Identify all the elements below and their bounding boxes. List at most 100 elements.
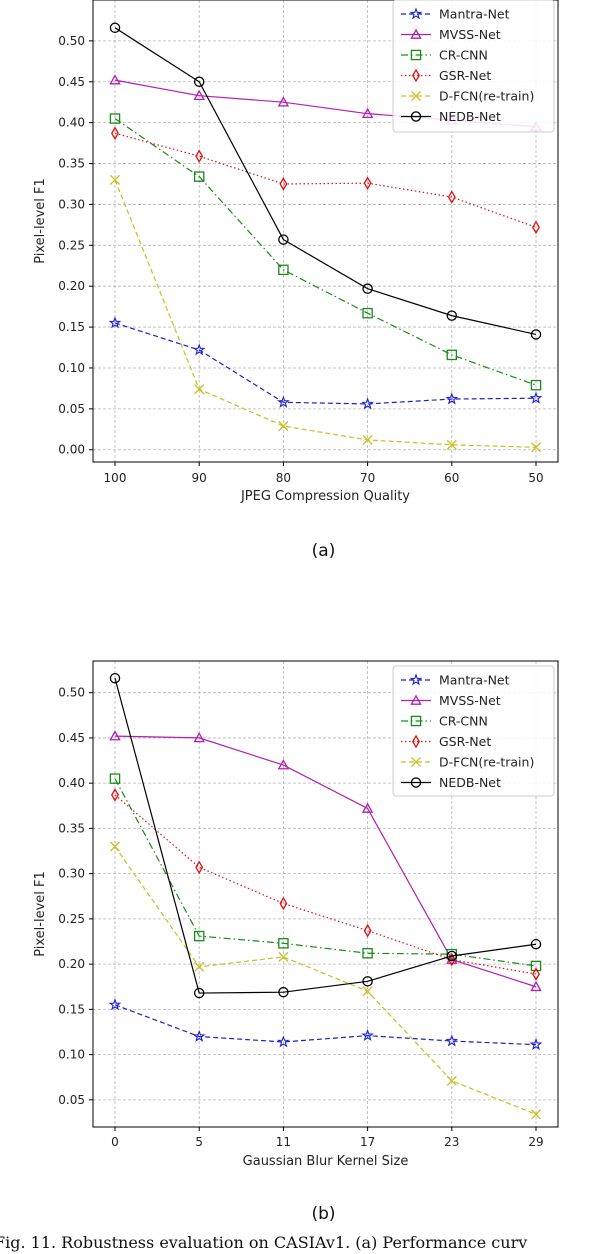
legend-marker (409, 7, 423, 20)
data-point (530, 938, 542, 950)
legend: Mantra-Net MVSS-Net CR-CNN GSR-Net D-FCN(re-… (392, 0, 555, 133)
data-point (111, 126, 119, 141)
legend-entry: GSR-Net (401, 68, 491, 83)
data-point (193, 171, 205, 182)
data-point (194, 961, 205, 972)
legend-entry: NEDB-Net (401, 109, 501, 124)
series-line (114, 179, 537, 448)
data-point (278, 234, 289, 245)
data-point (446, 310, 458, 321)
x-tick-label: 60 (444, 471, 459, 485)
y-tick-label: 0.15 (58, 320, 85, 334)
data-point (111, 788, 119, 802)
legend-entry: MVSS-Net (401, 27, 501, 42)
data-point (530, 1109, 542, 1120)
series-mantra-net (108, 998, 543, 1051)
data-point (530, 329, 542, 340)
x-tick-label: 5 (195, 1135, 203, 1149)
figure-caption: Fig. 11. Robustness evaluation on CASIAv… (0, 1233, 527, 1252)
data-point (362, 283, 373, 294)
series-line (114, 794, 537, 975)
x-tick-label: 29 (528, 1135, 543, 1149)
data-point (278, 938, 289, 949)
data-point (279, 177, 288, 191)
data-point (278, 420, 289, 432)
x-tick-label: 50 (528, 471, 543, 485)
subcaption: (a) (312, 541, 336, 561)
data-point (278, 951, 289, 962)
legend-label: MVSS-Net (439, 27, 501, 42)
data-point (109, 773, 121, 784)
legend-label: CR-CNN (439, 714, 488, 729)
data-point (195, 860, 204, 875)
x-tick-label: 100 (104, 471, 127, 485)
y-tick-label: 0.25 (58, 238, 85, 252)
legend-label: D-FCN(re-train) (439, 89, 534, 104)
data-point (361, 1028, 374, 1042)
legend-marker (410, 90, 422, 102)
data-point (530, 442, 542, 453)
data-point (362, 434, 373, 445)
chart-gaussian-blur: 0.05 0.10 0.15 0.20 0.25 0.30 0.35 0.40 0.45 0.50… (33, 660, 559, 1224)
data-point (361, 397, 374, 410)
data-point (109, 113, 121, 124)
data-point (363, 176, 372, 190)
data-point (532, 220, 540, 235)
y-tick-label: 0.20 (58, 957, 85, 971)
legend-entry: CR-CNN (401, 714, 488, 729)
data-point (529, 1037, 543, 1051)
data-point (109, 730, 121, 741)
y-axis-title: Pixel-level F1 (33, 178, 48, 264)
series-nedb-net (109, 672, 542, 999)
data-point (109, 22, 121, 34)
legend-entry: GSR-Net (401, 734, 491, 749)
legend-entry: D-FCN(re-train) (401, 89, 534, 104)
y-tick-label: 0.00 (58, 443, 85, 457)
legend-label: GSR-Net (439, 734, 491, 749)
legend-label: GSR-Net (439, 68, 491, 83)
x-tick-label: 23 (444, 1135, 459, 1149)
plot-frame (92, 0, 559, 463)
legend-label: Mantra-Net (439, 673, 510, 688)
data-point (108, 998, 122, 1011)
legend-entry: CR-CNN (401, 48, 488, 63)
data-point (362, 976, 373, 987)
data-point (194, 384, 205, 395)
legend-entry: D-FCN(re-train) (401, 755, 534, 770)
data-point (363, 923, 372, 938)
data-point (109, 174, 121, 185)
y-axis-title: Pixel-level F1 (33, 871, 48, 957)
y-tick-label: 0.30 (58, 867, 85, 881)
legend-label: Mantra-Net (439, 7, 510, 22)
series-d-fcn-re-train- (109, 174, 542, 453)
x-tick-label: 80 (276, 471, 291, 485)
y-tick-label: 0.40 (58, 776, 85, 790)
data-point (529, 391, 543, 404)
series-line (114, 27, 537, 336)
data-point (278, 264, 289, 276)
x-tick-label: 70 (360, 471, 375, 485)
y-tick-label: 0.05 (58, 402, 85, 416)
series-line (114, 1004, 537, 1046)
plot-frame (92, 660, 559, 1128)
series-line (114, 678, 537, 994)
data-point (279, 896, 288, 911)
data-point (362, 948, 373, 959)
legend-entry: Mantra-Net (401, 673, 510, 688)
series-line (114, 846, 537, 1115)
y-tick-label: 0.35 (58, 157, 85, 171)
x-tick-label: 17 (360, 1135, 375, 1149)
series-d-fcn-re-train- (109, 841, 542, 1120)
legend-box (392, 665, 555, 797)
y-tick-label: 0.50 (58, 34, 85, 48)
data-point (277, 759, 290, 770)
data-point (361, 802, 374, 813)
legend-marker (410, 49, 422, 61)
data-point (193, 930, 205, 942)
data-point (362, 986, 373, 997)
series-cr-cnn (109, 773, 542, 972)
data-point (445, 392, 459, 405)
y-tick-label: 0.10 (58, 361, 85, 375)
y-tick-label: 0.30 (58, 197, 85, 211)
chart-jpeg-compression: 0.00 0.05 0.10 0.15 0.20 0.25 0.30 0.35 0.40 0.45… (33, 0, 559, 561)
